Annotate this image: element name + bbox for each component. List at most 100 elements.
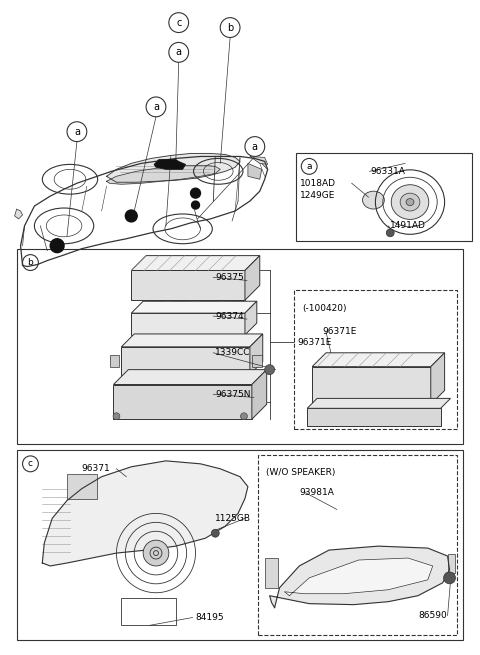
Polygon shape <box>67 474 96 498</box>
Polygon shape <box>252 355 262 367</box>
Bar <box>17 450 463 641</box>
Polygon shape <box>264 558 277 588</box>
Text: 96374: 96374 <box>216 312 244 320</box>
Circle shape <box>67 122 87 141</box>
Polygon shape <box>245 301 257 335</box>
Bar <box>163 390 217 413</box>
Text: (W/O SPEAKER): (W/O SPEAKER) <box>266 468 335 477</box>
Circle shape <box>220 18 240 37</box>
Bar <box>296 153 472 241</box>
Text: 96371E: 96371E <box>297 338 332 347</box>
Text: 93981A: 93981A <box>300 488 334 497</box>
Bar <box>146 301 164 315</box>
Circle shape <box>264 365 275 375</box>
Circle shape <box>23 456 38 472</box>
Text: 96375N: 96375N <box>216 390 251 399</box>
Text: c: c <box>176 18 181 28</box>
Polygon shape <box>113 369 267 384</box>
Circle shape <box>50 239 64 253</box>
Polygon shape <box>248 163 262 179</box>
Polygon shape <box>42 461 248 566</box>
Text: 96331A: 96331A <box>371 167 405 176</box>
Text: a: a <box>306 162 312 171</box>
Bar <box>136 352 235 369</box>
Ellipse shape <box>143 540 169 566</box>
Polygon shape <box>131 255 260 271</box>
Polygon shape <box>107 153 240 182</box>
Polygon shape <box>312 353 444 367</box>
Ellipse shape <box>150 547 162 559</box>
Circle shape <box>23 255 38 271</box>
Circle shape <box>444 572 456 584</box>
Text: 96371: 96371 <box>82 464 110 474</box>
Text: a: a <box>252 141 258 151</box>
Polygon shape <box>131 271 245 300</box>
Text: 1339CC: 1339CC <box>216 348 251 357</box>
Text: a: a <box>74 126 80 137</box>
Circle shape <box>125 210 137 222</box>
Text: 96371E: 96371E <box>322 328 357 337</box>
Polygon shape <box>307 408 441 426</box>
Polygon shape <box>307 398 451 408</box>
Text: 1018AD: 1018AD <box>300 179 336 188</box>
Polygon shape <box>431 353 444 404</box>
Polygon shape <box>14 209 23 219</box>
Polygon shape <box>154 159 186 170</box>
Polygon shape <box>312 367 431 404</box>
Circle shape <box>386 229 394 236</box>
Bar <box>17 249 463 444</box>
Bar <box>258 455 457 635</box>
Text: 96375: 96375 <box>216 273 244 282</box>
Polygon shape <box>252 369 267 419</box>
Text: 86590: 86590 <box>418 611 447 620</box>
Text: 84195: 84195 <box>195 613 224 622</box>
Text: c: c <box>28 459 33 468</box>
Bar <box>233 325 243 333</box>
Circle shape <box>169 12 189 33</box>
Bar <box>171 301 189 315</box>
Circle shape <box>113 413 120 420</box>
Polygon shape <box>109 355 120 367</box>
Polygon shape <box>113 384 252 419</box>
Polygon shape <box>121 334 263 347</box>
Ellipse shape <box>406 198 414 206</box>
Text: 1491AD: 1491AD <box>390 221 426 231</box>
Text: b: b <box>227 22 233 33</box>
Polygon shape <box>131 301 257 313</box>
Ellipse shape <box>400 193 420 211</box>
Polygon shape <box>121 347 250 375</box>
Text: 1125GB: 1125GB <box>216 514 252 523</box>
Text: 1249GE: 1249GE <box>300 191 336 200</box>
Circle shape <box>169 43 189 62</box>
Ellipse shape <box>391 185 429 219</box>
Polygon shape <box>447 554 456 573</box>
Polygon shape <box>250 157 268 164</box>
Polygon shape <box>245 255 260 300</box>
Ellipse shape <box>362 191 384 209</box>
Polygon shape <box>250 334 263 375</box>
Bar <box>201 301 218 315</box>
Bar <box>225 301 243 315</box>
Bar <box>133 325 143 333</box>
Polygon shape <box>270 546 450 608</box>
Bar <box>123 390 153 413</box>
Text: (-100420): (-100420) <box>302 304 347 312</box>
Circle shape <box>240 413 247 420</box>
Text: a: a <box>153 102 159 112</box>
Text: a: a <box>176 47 182 58</box>
Text: b: b <box>27 258 33 267</box>
Bar <box>121 598 176 626</box>
Circle shape <box>211 529 219 537</box>
Ellipse shape <box>154 551 158 555</box>
Bar <box>315 411 335 423</box>
Circle shape <box>191 188 201 198</box>
Polygon shape <box>285 558 433 595</box>
Circle shape <box>301 159 317 174</box>
Bar <box>294 290 457 429</box>
Circle shape <box>146 97 166 117</box>
Bar <box>72 477 92 496</box>
Circle shape <box>245 137 264 157</box>
Polygon shape <box>107 165 220 184</box>
Circle shape <box>192 201 200 209</box>
Polygon shape <box>131 313 245 335</box>
